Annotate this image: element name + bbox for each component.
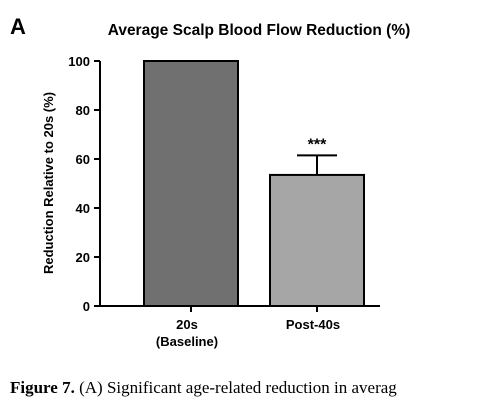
error-bars: [297, 154, 337, 175]
y-axis: 0 20 40 60 80 100: [68, 54, 101, 314]
bars: [143, 60, 365, 307]
figure-caption-text: (A) Significant age-related reduction in…: [79, 378, 397, 397]
y-tick-label: 60: [76, 152, 90, 167]
y-axis-title: Reduction Relative to 20s (%): [41, 92, 56, 274]
y-tick-label: 80: [76, 103, 90, 118]
significance-label: ***: [308, 136, 327, 153]
figure-caption-label: Figure 7.: [10, 378, 75, 397]
category-label: Post-40s: [286, 317, 340, 332]
y-tick-label: 20: [76, 250, 90, 265]
panel-letter: A: [10, 14, 26, 39]
bar: [269, 173, 365, 307]
bar: [143, 60, 239, 307]
y-tick-label: 40: [76, 201, 90, 216]
y-tick-label: 100: [68, 54, 90, 69]
significance-markers: ***: [308, 136, 327, 153]
category-label: 20s: [176, 317, 198, 332]
figure-caption: Figure 7. (A) Significant age-related re…: [10, 378, 483, 398]
category-label: (Baseline): [156, 334, 218, 349]
chart-title: Average Scalp Blood Flow Reduction (%): [108, 22, 411, 39]
y-tick-label: 0: [83, 299, 90, 314]
category-labels: 20s (Baseline) Post-40s: [156, 317, 340, 349]
